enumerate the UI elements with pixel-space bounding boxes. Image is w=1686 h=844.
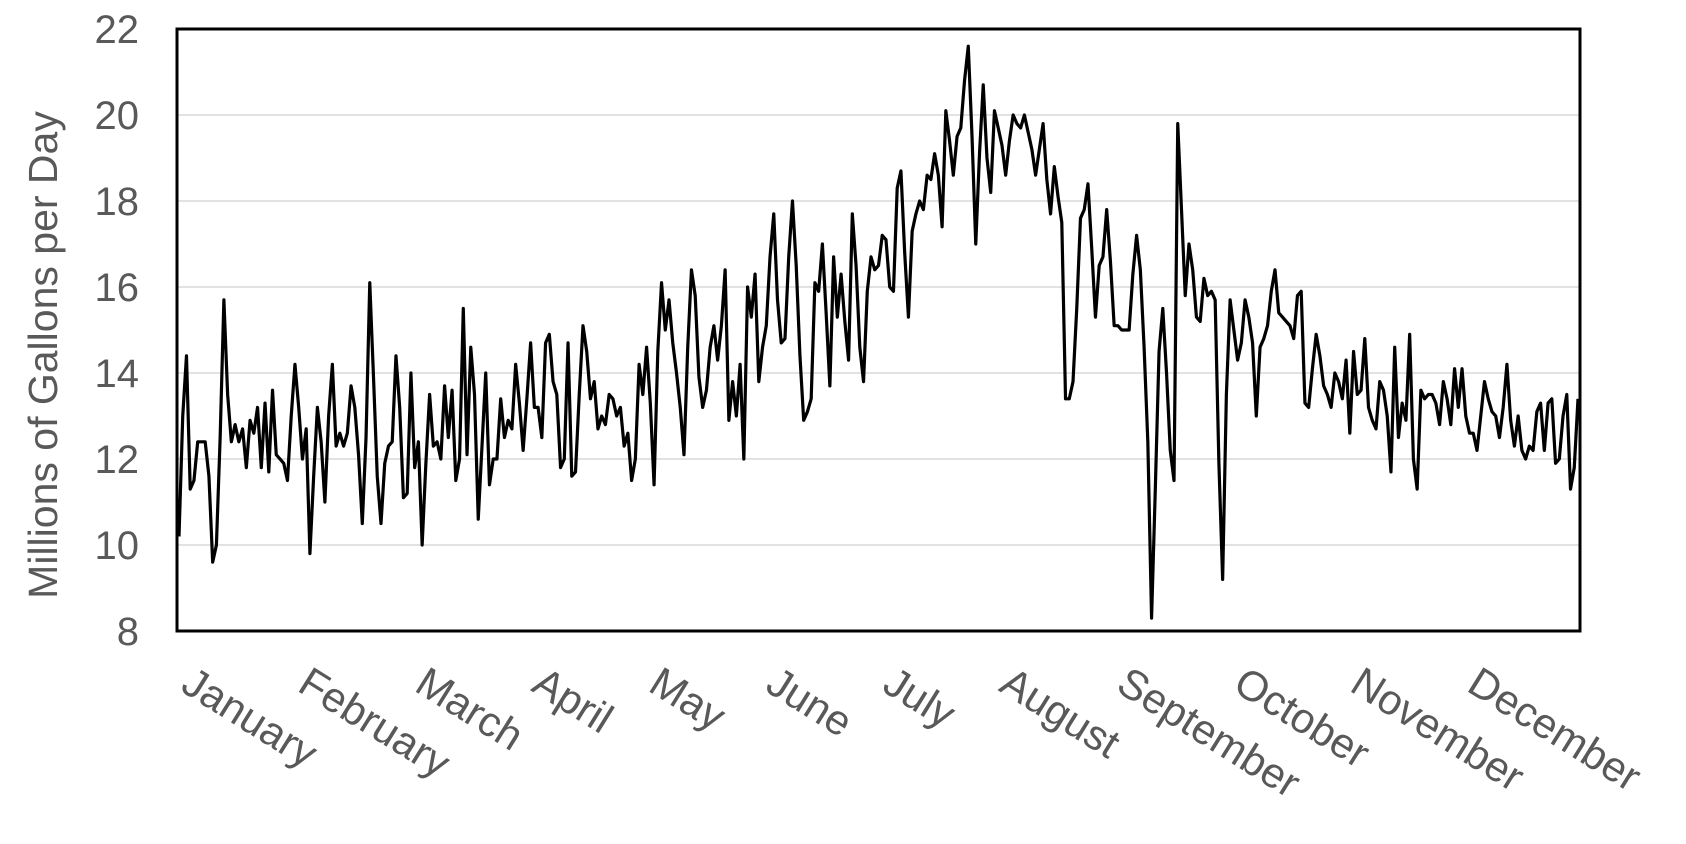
y-tick-label: 22 xyxy=(95,8,140,52)
y-tick-label: 8 xyxy=(117,610,139,654)
x-tick-label: June xyxy=(759,658,861,746)
y-tick-label: 16 xyxy=(95,266,140,310)
y-tick-label: 20 xyxy=(95,94,140,138)
y-tick-label: 12 xyxy=(95,438,140,482)
gridlines xyxy=(177,114,1580,546)
y-tick-label: 14 xyxy=(95,352,140,396)
y-tick-label: 10 xyxy=(95,524,140,568)
y-axis-ticks: 8 10 12 14 16 18 20 22 xyxy=(95,8,140,654)
y-tick-label: 18 xyxy=(95,180,140,224)
series-line xyxy=(177,44,1580,620)
plot-frame xyxy=(175,27,1582,633)
x-tick-label: January xyxy=(174,658,326,777)
x-tick-label: July xyxy=(876,658,964,737)
x-tick-label: May xyxy=(642,658,734,740)
y-axis-label: Millions of Gallons per Day xyxy=(20,111,66,599)
x-tick-label: August xyxy=(993,658,1129,767)
x-tick-label: April xyxy=(525,658,621,742)
